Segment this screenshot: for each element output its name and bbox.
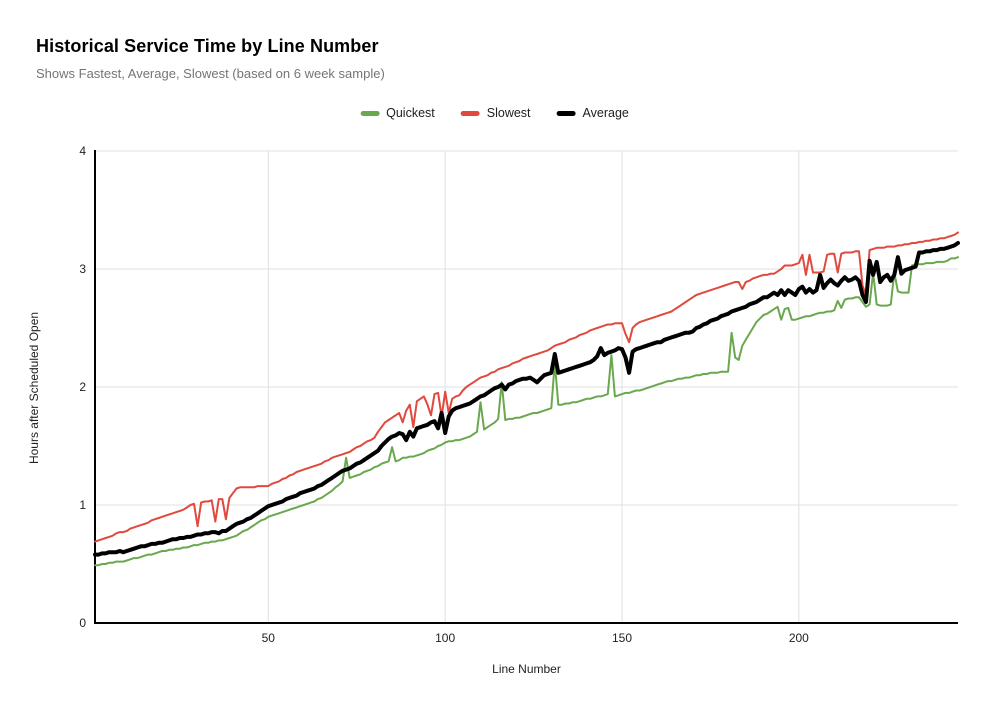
legend-label-slowest: Slowest [486, 106, 531, 120]
page-title: Historical Service Time by Line Number [36, 36, 379, 56]
y-tick-label-2: 2 [79, 380, 86, 394]
x-tick-label-200: 200 [789, 631, 809, 645]
y-axis-title: Hours after Scheduled Open [27, 311, 41, 465]
series-line-quickest [94, 256, 959, 567]
legend-label-average: Average [582, 106, 629, 120]
series-line-slowest [94, 231, 959, 543]
quickest-series-swatch-icon [360, 110, 380, 116]
y-tick-label-4: 4 [79, 144, 86, 158]
legend: Quickest Slowest Average [360, 106, 629, 120]
x-tick-label-150: 150 [612, 631, 632, 645]
legend-label-quickest: Quickest [386, 106, 435, 120]
legend-item-quickest[interactable]: Quickest [360, 106, 435, 120]
slowest-series-swatch-icon [460, 110, 480, 116]
page-subtitle: Shows Fastest, Average, Slowest (based o… [36, 66, 385, 81]
average-series-swatch-icon [556, 110, 576, 116]
x-tick-label-50: 50 [262, 631, 276, 645]
series-line-average [93, 241, 960, 557]
y-tick-label-0: 0 [79, 616, 86, 630]
y-tick-label-3: 3 [79, 262, 86, 276]
y-tick-label-1: 1 [79, 498, 86, 512]
legend-item-slowest[interactable]: Slowest [460, 106, 531, 120]
x-tick-label-100: 100 [435, 631, 455, 645]
legend-item-average[interactable]: Average [556, 106, 629, 120]
x-axis-title: Line Number [492, 662, 561, 676]
